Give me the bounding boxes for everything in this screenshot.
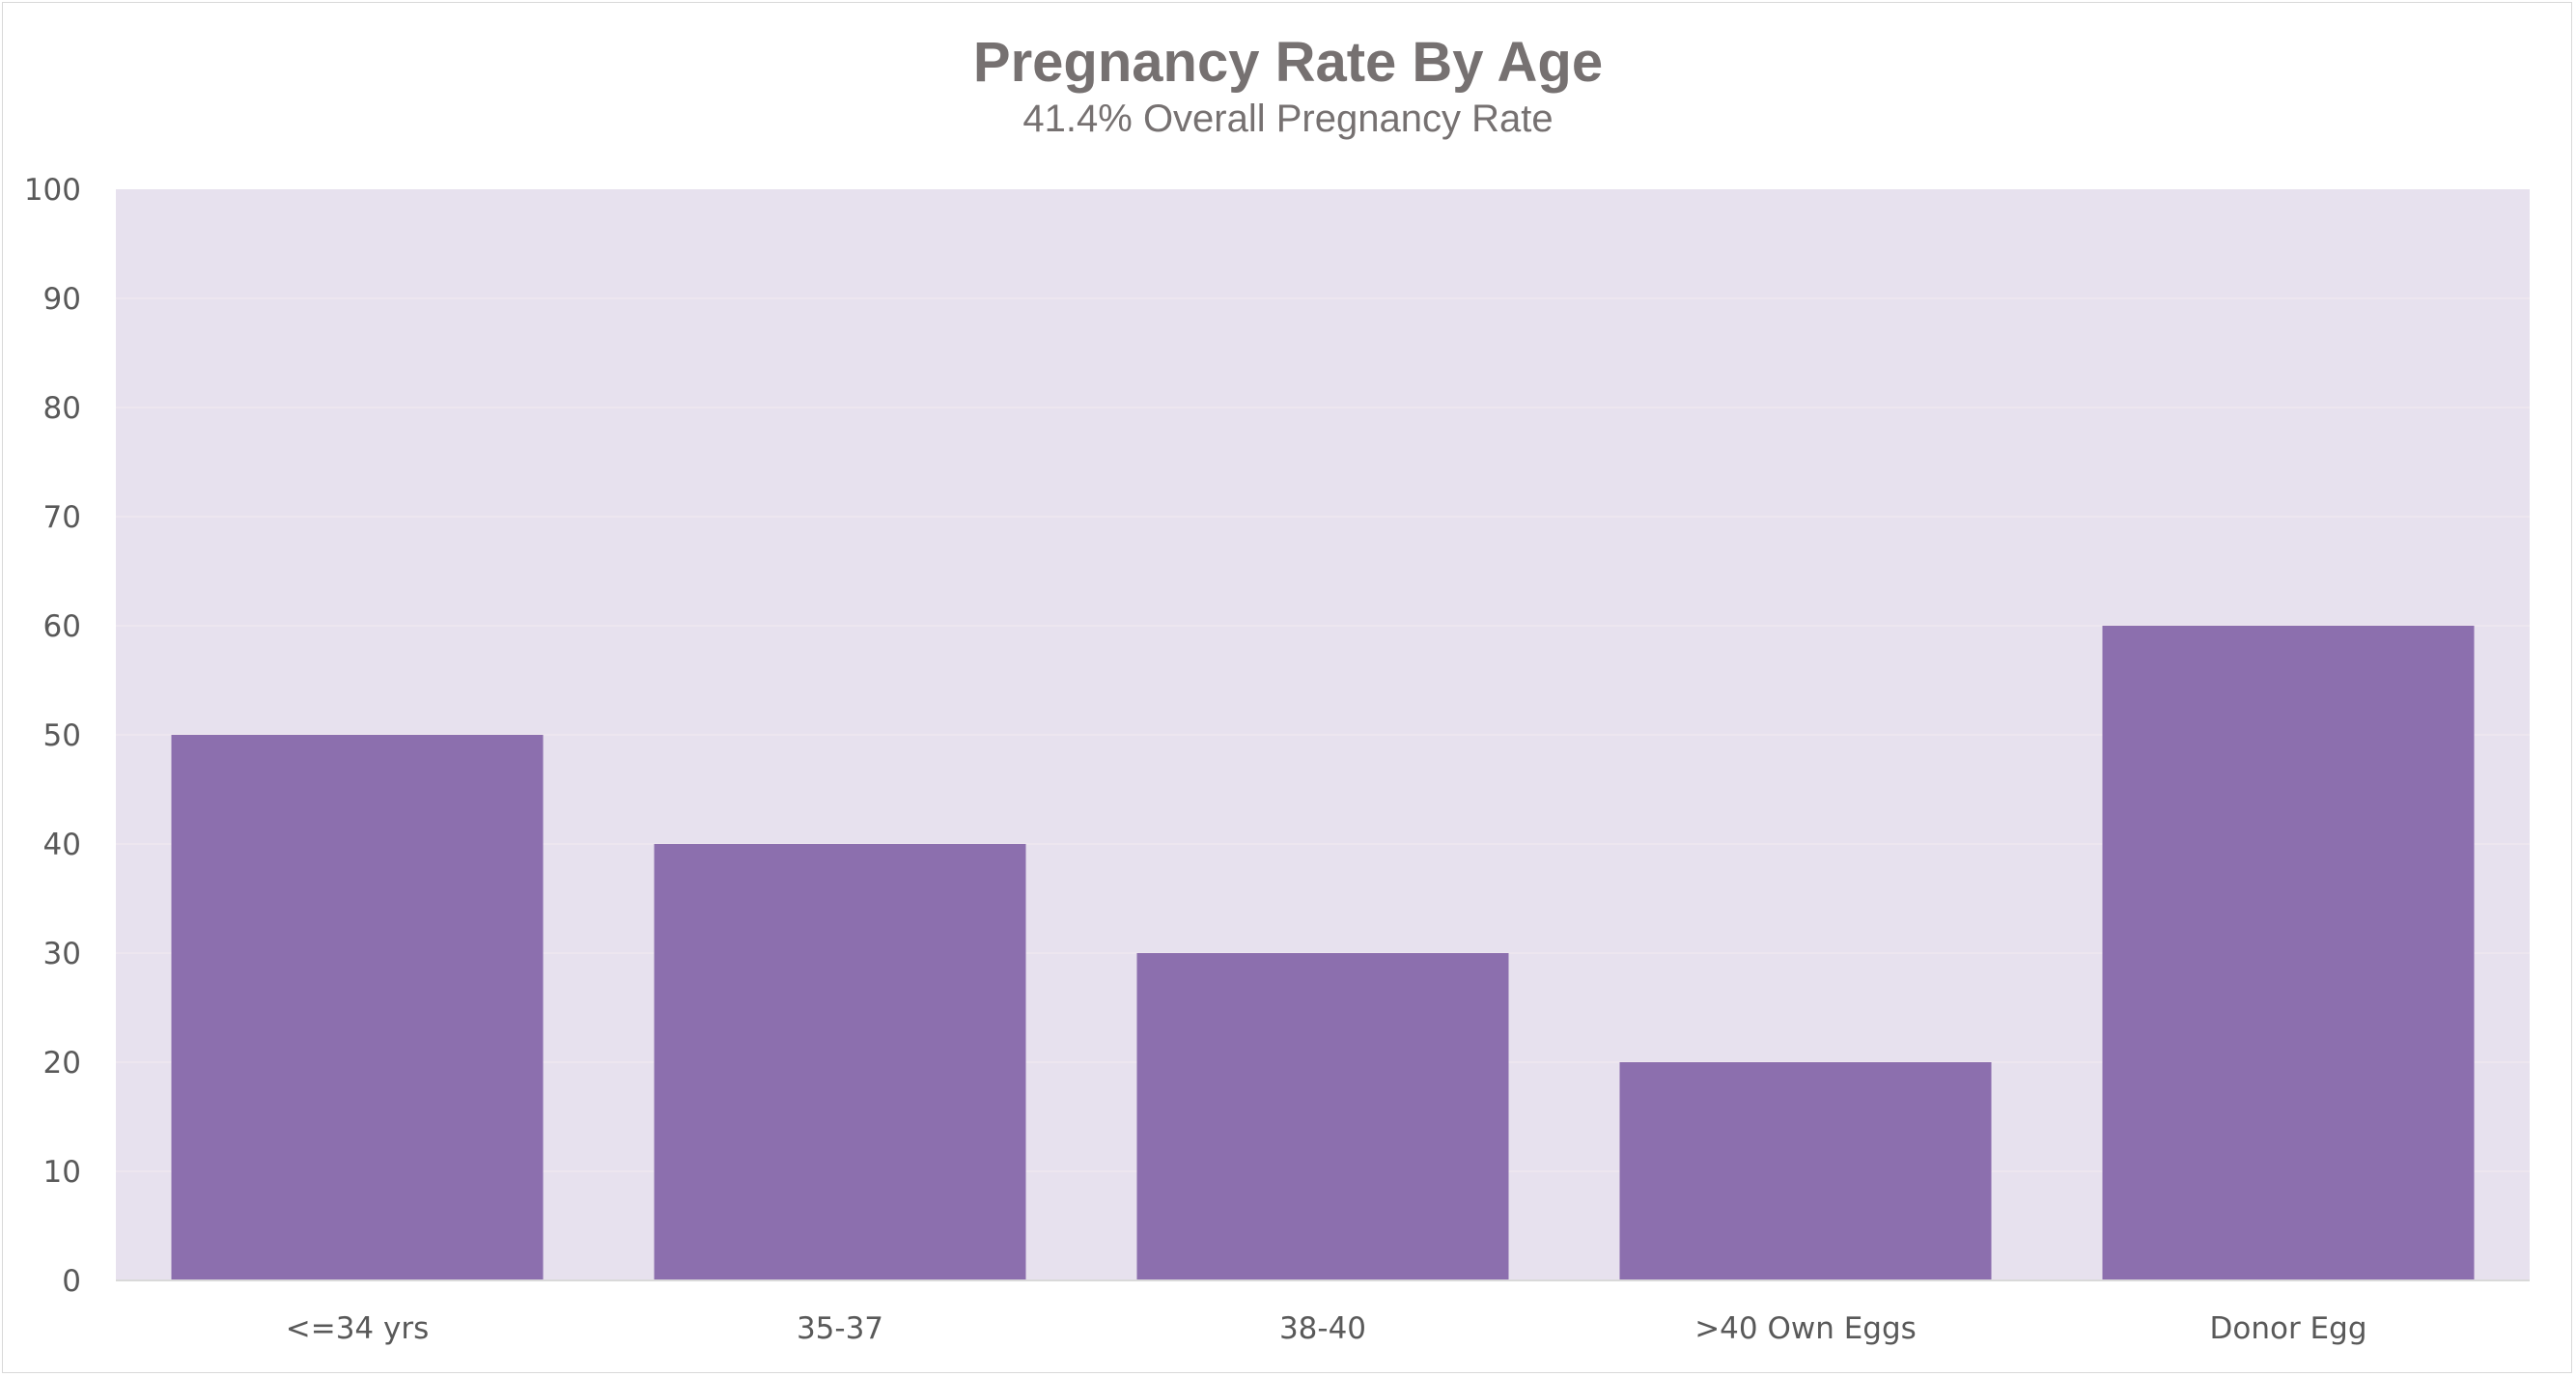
chart-subtitle: 41.4% Overall Pregnancy Rate xyxy=(1022,98,1554,140)
chart-title: Pregnancy Rate By Age xyxy=(972,31,1604,94)
x-category-label: <=34 yrs xyxy=(286,1311,430,1346)
y-tick-label: 90 xyxy=(43,282,81,317)
y-tick-label: 0 xyxy=(62,1264,81,1299)
bar xyxy=(654,844,1026,1280)
x-axis-category-labels: <=34 yrs 35-37 38-40 >40 Own Eggs Donor Egg xyxy=(286,1311,2367,1346)
y-tick-label: 100 xyxy=(24,173,81,208)
y-tick-label: 20 xyxy=(43,1046,81,1081)
y-tick-label: 50 xyxy=(43,718,81,753)
y-axis-tick-labels: 0 10 20 30 40 50 60 70 80 90 100 xyxy=(24,173,81,1299)
bars xyxy=(171,626,2475,1280)
y-tick-label: 40 xyxy=(43,828,81,862)
x-category-label: 35-37 xyxy=(797,1311,883,1346)
y-tick-label: 70 xyxy=(43,500,81,535)
y-tick-label: 10 xyxy=(43,1155,81,1190)
x-category-label: >40 Own Eggs xyxy=(1694,1311,1917,1346)
y-tick-label: 80 xyxy=(43,391,81,426)
y-tick-label: 60 xyxy=(43,609,81,644)
bar xyxy=(1619,1062,1992,1280)
x-category-label: 38-40 xyxy=(1279,1311,1366,1346)
y-tick-label: 30 xyxy=(43,937,81,971)
bar xyxy=(2102,626,2475,1280)
bar xyxy=(171,735,544,1280)
bar xyxy=(1136,953,1509,1280)
x-category-label: Donor Egg xyxy=(2210,1311,2367,1346)
